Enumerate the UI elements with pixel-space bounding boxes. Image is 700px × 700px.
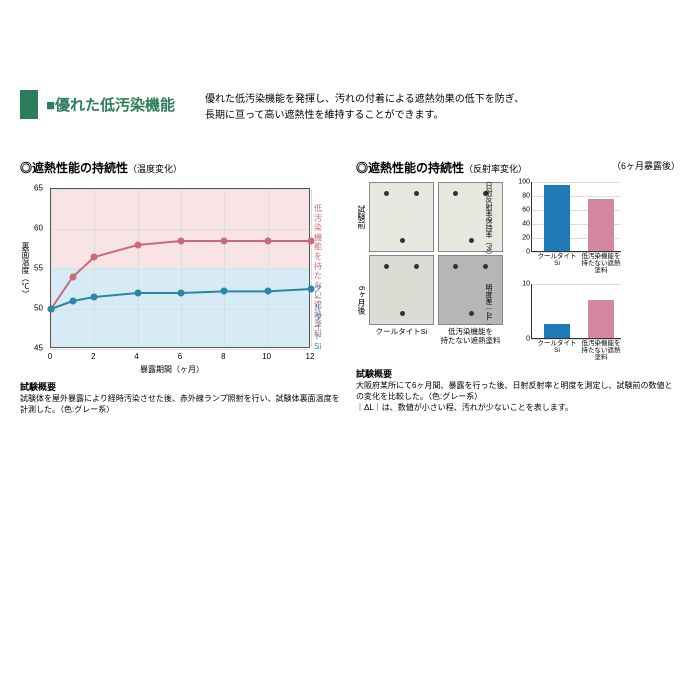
bar-ylabel: 日射反射率保持率（%） (485, 182, 492, 258)
intro-text: 優れた低汚染機能を発揮し、汚れの付着による遮熱効果の低下を防ぎ、 長期に亘って高… (205, 92, 524, 124)
bar-ytick: 80 (522, 193, 532, 200)
intro-line: 長期に亘って高い遮熱性を維持することができます。 (205, 108, 524, 124)
row-label: 試験前 (356, 205, 367, 229)
desc-body: 大阪府某所にて6ヶ月間、暴露を行った後、日射反射率と明度を測定し、試験前の数値と… (356, 380, 680, 402)
desc-title: 試験概要 (20, 380, 344, 393)
desc-body: 試験体を屋外暴露により経時汚染させた後、赤外線ランプ照射を行い、試験体裏面温度を… (20, 393, 344, 415)
data-point (134, 290, 141, 297)
right-column: ◎遮熱性能の持続性（反射率変化） （6ヶ月暴露後） 試験前 6ヶ月後 クールタイ… (356, 159, 680, 415)
sample-panels: 試験前 6ヶ月後 クールタイトSi 低汚染機能を持たない遮熱塗料 (356, 182, 503, 361)
right-subtitle: ◎遮熱性能の持続性（反射率変化） （6ヶ月暴露後） (356, 159, 680, 176)
bar-ytick: 40 (522, 221, 532, 228)
y-tick: 55 (34, 264, 43, 273)
subtitle-note2: （6ヶ月暴露後） (612, 159, 680, 172)
bar (588, 199, 614, 252)
data-point (264, 288, 271, 295)
y-axis-label: 裏面温度（℃） (20, 242, 31, 298)
panel-label: 低汚染機能を持たない遮熱塗料 (441, 327, 501, 345)
sample-panel (438, 255, 503, 325)
subtitle-note: （温度変化） (128, 164, 182, 174)
bar-ytick: 60 (522, 207, 532, 214)
data-point (69, 298, 76, 305)
x-tick: 12 (306, 352, 315, 361)
left-subtitle: ◎遮熱性能の持続性（温度変化） (20, 159, 344, 176)
x-tick: 0 (48, 352, 52, 361)
data-point (221, 288, 228, 295)
x-tick: 6 (178, 352, 182, 361)
x-tick: 2 (91, 352, 95, 361)
line-chart: 裏面温度（℃） 暴露期間（ヶ月） 4550556065024681012低汚染機… (20, 182, 320, 372)
bar (588, 300, 614, 339)
data-point (91, 294, 98, 301)
y-tick: 60 (34, 224, 43, 233)
y-tick: 50 (34, 304, 43, 313)
data-point (178, 290, 185, 297)
left-column: ◎遮熱性能の持続性（温度変化） 裏面温度（℃） 暴露期間（ヶ月） 45 50 55 6… (20, 159, 344, 415)
y-tick: 65 (34, 184, 43, 193)
panel-label: クールタイトSi (376, 327, 428, 336)
bar-chart-lightness: 明度差｜ΔL｜010クールタイトSi低汚染機能を持たない遮熱塗料 (509, 284, 621, 361)
row-label: 6ヶ月後 (356, 286, 367, 314)
y-tick: 45 (34, 344, 43, 353)
bar-charts: 日射反射率保持率（%）020406080100クールタイトSi低汚染機能を持たな… (509, 182, 621, 361)
subtitle-text: ◎遮熱性能の持続性 (356, 161, 464, 175)
bar-ytick: 10 (522, 281, 532, 288)
subtitle-note: （反射率変化） (464, 164, 527, 174)
bar (544, 185, 570, 252)
bar-xtick: クールタイトSi (537, 251, 577, 267)
series-label: クールタイトSi (314, 284, 322, 351)
subtitle-text: ◎遮熱性能の持続性 (20, 161, 128, 175)
x-axis-label: 暴露期間（ヶ月） (140, 364, 204, 375)
bar (544, 324, 570, 338)
plot-area (50, 188, 310, 348)
bar-chart-reflectance: 日射反射率保持率（%）020406080100クールタイトSi低汚染機能を持たな… (509, 182, 621, 274)
x-tick: 8 (221, 352, 225, 361)
bar-xtick: クールタイトSi (537, 338, 577, 354)
bar-ytick: 100 (518, 179, 532, 186)
bar-xtick: 低汚染機能を持たない遮熱塗料 (581, 338, 621, 361)
x-tick: 10 (262, 352, 271, 361)
line-series (51, 189, 311, 349)
bar-ytick: 20 (522, 235, 532, 242)
sample-panel (369, 255, 434, 325)
intro-line: 優れた低汚染機能を発揮し、汚れの付着による遮熱効果の低下を防ぎ、 (205, 92, 524, 108)
desc-body: ｜ΔL｜は、数値が小さい程、汚れが少ないことを表します。 (356, 402, 680, 413)
desc-title: 試験概要 (356, 367, 680, 380)
sample-panel (369, 182, 434, 252)
bar-xtick: 低汚染機能を持たない遮熱塗料 (581, 251, 621, 274)
sample-panel (438, 182, 503, 252)
bar-ylabel: 明度差｜ΔL｜ (485, 284, 492, 328)
data-point (48, 306, 55, 313)
x-tick: 4 (134, 352, 138, 361)
